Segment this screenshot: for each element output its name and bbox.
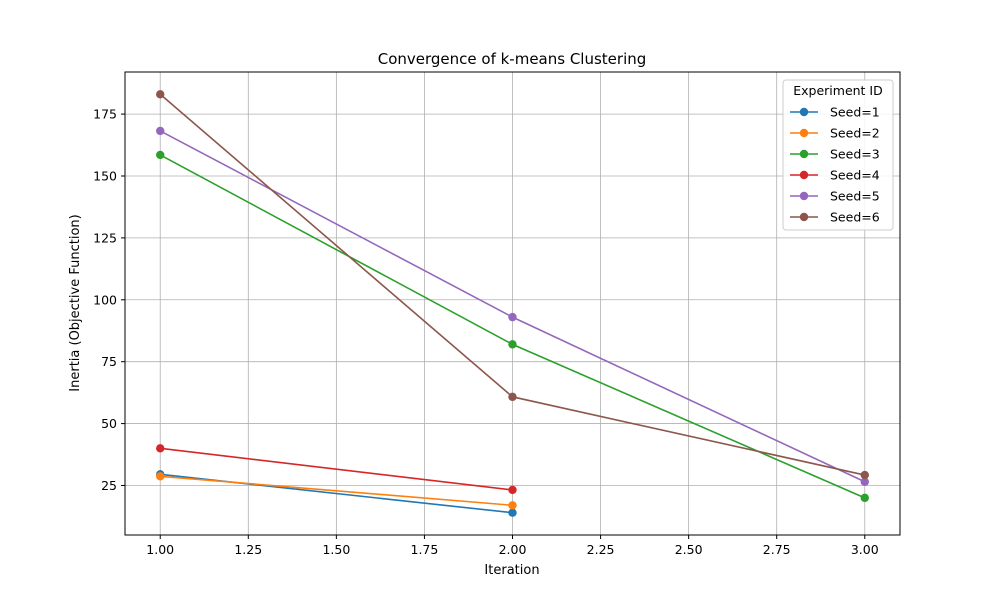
y-tick-label: 25 [101,478,117,493]
x-tick-label: 1.25 [234,542,262,557]
series-line [160,447,513,491]
data-point [156,444,165,453]
y-tick-label: 100 [93,292,117,307]
series-4 [156,444,517,495]
y-tick-label: 75 [101,354,117,369]
legend-marker [799,170,809,180]
series-6 [156,90,869,480]
legend-marker [799,128,809,138]
series-2 [156,472,517,510]
series-layer [156,90,869,517]
y-tick-label: 125 [93,230,117,245]
data-point [508,485,517,495]
legend: Experiment ID Seed=1Seed=2Seed=3Seed=4Se… [782,79,894,231]
legend-marker [799,212,809,222]
y-tick-label: 175 [93,107,117,122]
y-axis-ticks: 25 50 75 100 125 150 175 [93,107,125,493]
data-point [860,477,869,486]
x-tick-label: 1.00 [146,542,174,557]
series-line [160,475,513,507]
x-tick-label: 1.75 [411,542,439,557]
x-tick-label: 3.00 [851,542,879,557]
series-5 [156,126,869,486]
data-point [156,472,165,481]
data-point [508,340,517,349]
legend-box [782,79,894,231]
legend-entries: Seed=1 Seed=2 Seed=3 Seed=4 Seed=5 Seed=6 [790,105,880,225]
y-tick-label: 50 [101,416,117,431]
legend-entry: Seed=3 [790,147,880,162]
legend-entry: Seed=2 [790,126,880,141]
legend-label: Seed=5 [830,189,880,204]
data-point [508,312,517,322]
data-point [508,501,517,510]
series-3 [156,150,869,503]
legend-marker [799,191,809,201]
legend-title: Experiment ID [793,83,883,98]
legend-entry: Seed=5 [790,189,880,204]
y-axis-label: Inertia (Objective Function) [68,214,83,391]
x-axis-label: Iteration [484,563,539,578]
x-tick-label: 2.00 [499,542,527,557]
data-point [508,392,517,402]
legend-entry: Seed=4 [790,168,880,183]
data-point [156,150,165,160]
legend-label: Seed=1 [830,105,880,120]
legend-marker [799,149,809,159]
x-axis-ticks: 1.00 1.25 1.50 1.75 2.00 2.25 2.50 2.75 3.00 [146,535,879,557]
data-point [860,493,869,503]
data-point [860,470,869,480]
legend-label: Seed=4 [830,168,880,183]
legend-label: Seed=6 [830,210,880,225]
legend-label: Seed=2 [830,126,880,141]
x-tick-label: 2.75 [763,542,791,557]
y-tick-label: 150 [93,168,117,183]
legend-marker [799,107,809,117]
data-point [156,90,165,99]
legend-entry: Seed=1 [790,105,880,120]
x-tick-label: 1.50 [322,542,350,557]
data-point [508,508,517,517]
x-tick-label: 2.50 [675,542,703,557]
chart-title: Convergence of k-means Clustering [378,50,647,68]
data-point [156,126,165,136]
x-tick-label: 2.25 [587,542,615,557]
legend-entry: Seed=6 [790,210,880,225]
legend-label: Seed=3 [830,147,880,162]
